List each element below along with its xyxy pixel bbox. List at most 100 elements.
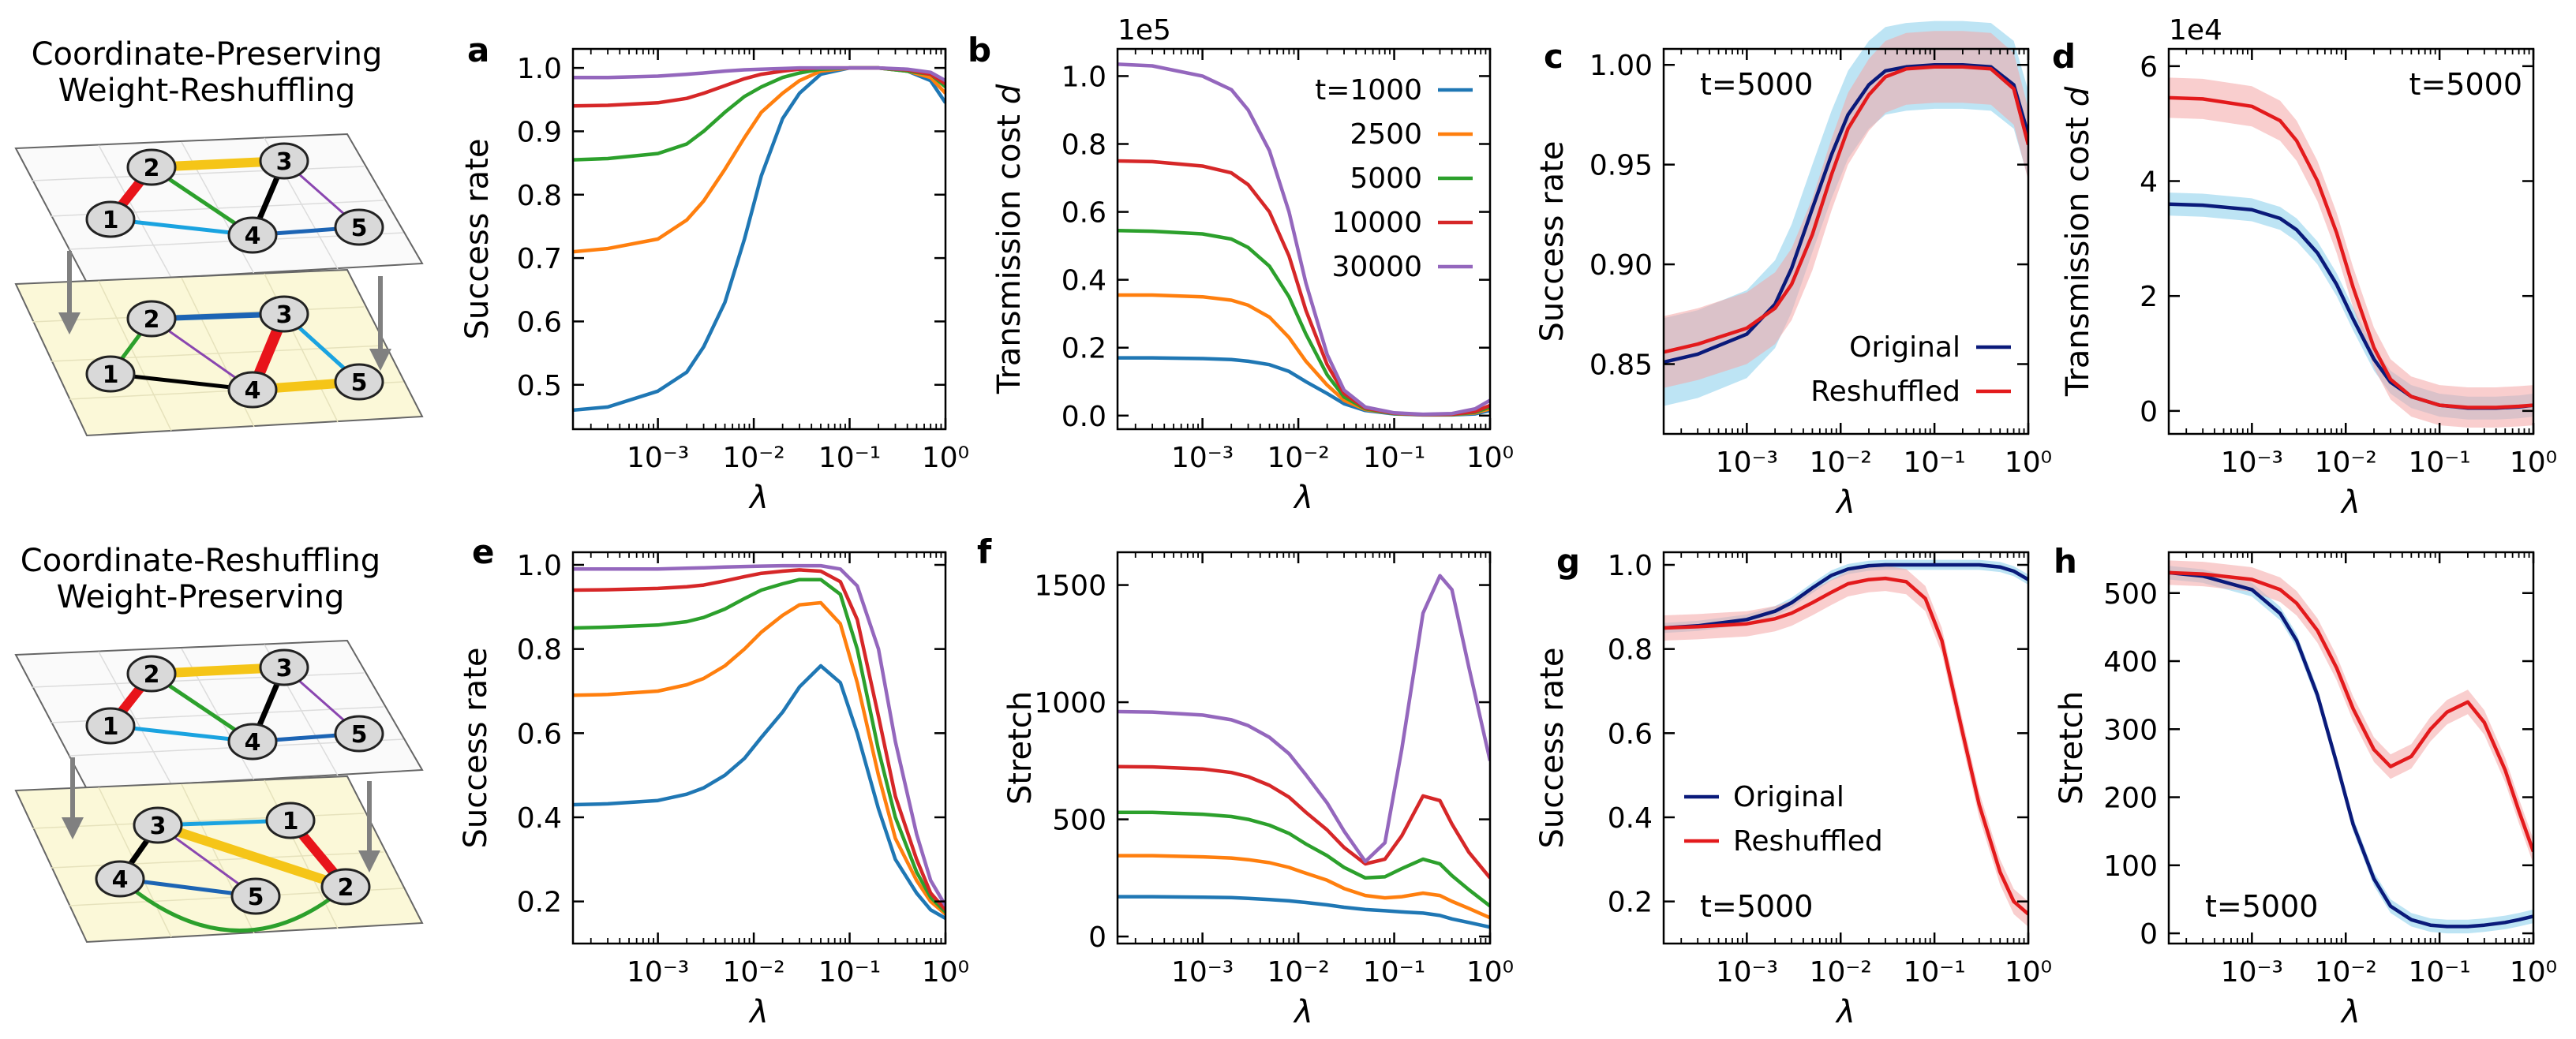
series-line-g-0 (1664, 562, 2028, 630)
node-5: 5 (230, 877, 281, 915)
y-tick-label-c: 1.00 (1589, 50, 1653, 82)
svg-text:4: 4 (245, 729, 261, 757)
x-tick-label-e: 10⁻³ (627, 956, 689, 989)
panel-f: f 10⁻³ 10⁻² 10⁻¹ 10⁰ 0 500 1000 1500 λ Stretch (977, 533, 1514, 1030)
annotation-h: t=5000 (2205, 889, 2318, 924)
diagram-top-title-line2: Weight-Reshuffling (58, 73, 355, 109)
x-tick-label-a: 10⁻³ (627, 442, 689, 474)
y-tick-label-e: 1.0 (517, 550, 562, 582)
node-1: 1 (85, 355, 136, 393)
y-tick-label-f: 1500 (1034, 570, 1106, 603)
panel-letter-h: h (2054, 542, 2077, 581)
series-line-e-1 (573, 600, 945, 916)
svg-text:5: 5 (351, 215, 368, 242)
svg-text:5: 5 (351, 369, 368, 397)
y-tick-label-f: 1000 (1034, 687, 1106, 719)
y-tick-label-b: 0.0 (1061, 401, 1106, 433)
legend-label-c-0: Original (1849, 331, 1960, 364)
series-line-e-3 (573, 568, 945, 911)
axes-frame-h (2167, 551, 2535, 945)
legend-label-b-0: t=1000 (1315, 74, 1422, 107)
svg-text:1: 1 (283, 808, 299, 835)
y-tick-label-h: 300 (2103, 714, 2158, 746)
y-tick-label-a: 0.9 (517, 116, 562, 148)
node-3: 3 (133, 806, 183, 844)
y-tick-label-b: 0.2 (1061, 333, 1106, 365)
x-tick-label-b: 10⁰ (1466, 442, 1514, 474)
x-tick-label-c: 10⁻¹ (1903, 447, 1965, 479)
y-tick-label-e: 0.8 (517, 634, 562, 667)
y-tick-label-f: 0 (1088, 921, 1106, 954)
node-4: 4 (227, 723, 278, 761)
x-tick-label-f: 10⁻³ (1171, 956, 1234, 989)
diagram-top-lower-layer (14, 268, 424, 437)
svg-text:2: 2 (338, 874, 354, 902)
x-tick-label-c: 10⁰ (2005, 447, 2052, 479)
y-axis-label-c: Success rate (1534, 141, 1571, 342)
legend-label-b-1: 2500 (1350, 118, 1422, 151)
legend-label-c-1: Reshuffled (1810, 376, 1960, 408)
node-2: 2 (126, 655, 177, 693)
legend-label-g-0: Original (1733, 781, 1844, 813)
svg-text:2: 2 (144, 155, 160, 182)
series-line-b-2 (1118, 228, 1490, 417)
panel-letter-f: f (977, 533, 992, 571)
node-1: 1 (85, 707, 136, 745)
y-tick-label-a: 0.5 (517, 370, 562, 402)
axes-frame-e (571, 551, 947, 945)
annotation-g: t=5000 (1700, 889, 1813, 924)
y-tick-label-h: 400 (2103, 646, 2158, 678)
plots: a 10⁻³ 10⁻² 10⁻¹ 10⁰ 0.5 0.6 0.7 0.8 0.9 1.0 λ Succe… (458, 14, 2557, 1030)
x-tick-label-c: 10⁻² (1810, 447, 1872, 479)
offset-text-b: 1e5 (1118, 14, 1171, 47)
y-tick-label-b: 1.0 (1061, 61, 1106, 93)
diagram-bottom-lower-nodes: 3 1 4 5 2 (95, 802, 371, 915)
axes-frame-a (571, 47, 947, 431)
diagram-top: Coordinate-Preserving Weight-Reshuffling… (14, 36, 424, 437)
y-tick-label-a: 0.6 (517, 306, 562, 338)
y-tick-label-g: 0.4 (1608, 802, 1653, 835)
node-2: 2 (320, 868, 371, 906)
y-tick-label-a: 1.0 (517, 53, 562, 85)
legend-label-g-1: Reshuffled (1733, 825, 1883, 858)
series-line-c-1 (1664, 65, 2028, 354)
y-axis-label-main-b: Transmission cost (991, 104, 1028, 394)
y-axis-label-b: Transmission cost d (991, 84, 1028, 394)
panel-letter-d: d (2052, 37, 2076, 76)
svg-text:5: 5 (248, 884, 264, 911)
y-axis-label-g: Success rate (1534, 648, 1571, 849)
x-axis-label-g: λ (1835, 994, 1855, 1030)
series-line-a-0 (573, 65, 945, 413)
y-tick-label-g: 0.8 (1608, 634, 1653, 667)
band-h-original (2169, 566, 2533, 934)
x-tick-label-c: 10⁻³ (1716, 447, 1778, 479)
x-tick-label-e: 10⁰ (922, 956, 969, 989)
x-tick-label-a: 10⁻² (722, 442, 784, 474)
band-h-reshuffled (2169, 560, 2533, 865)
node-2: 2 (126, 148, 177, 186)
x-tick-label-d: 10⁻³ (2221, 447, 2283, 479)
svg-text:1: 1 (103, 713, 119, 741)
svg-text:1: 1 (103, 207, 119, 234)
y-tick-label-d: 4 (2140, 166, 2158, 199)
x-axis-label-d: λ (2340, 484, 2361, 521)
offset-text-d: 1e4 (2169, 14, 2222, 47)
diagram-top-lower-nodes: 2 3 1 4 5 (85, 295, 384, 409)
panel-letter-a: a (467, 31, 489, 69)
x-axis-label-c: λ (1835, 484, 1855, 521)
y-tick-label-d: 6 (2140, 51, 2158, 84)
node-4: 4 (95, 860, 145, 898)
y-tick-label-f: 500 (1052, 805, 1106, 837)
x-tick-label-f: 10⁻¹ (1363, 956, 1425, 989)
y-tick-label-h: 0 (2140, 918, 2158, 951)
series-line-a-1 (573, 65, 945, 254)
band-c-reshuffled (1664, 31, 2028, 388)
x-tick-label-e: 10⁻² (722, 956, 784, 989)
node-3: 3 (259, 295, 309, 333)
node-5: 5 (334, 208, 384, 246)
legend-label-b-4: 30000 (1331, 251, 1422, 283)
node-1: 1 (265, 802, 316, 839)
svg-text:1: 1 (103, 361, 119, 389)
x-tick-label-b: 10⁻³ (1171, 442, 1234, 474)
svg-text:3: 3 (276, 655, 293, 682)
